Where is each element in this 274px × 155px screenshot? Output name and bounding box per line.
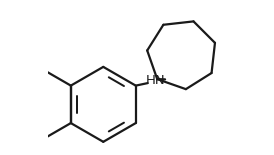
Text: HN: HN (146, 74, 165, 87)
